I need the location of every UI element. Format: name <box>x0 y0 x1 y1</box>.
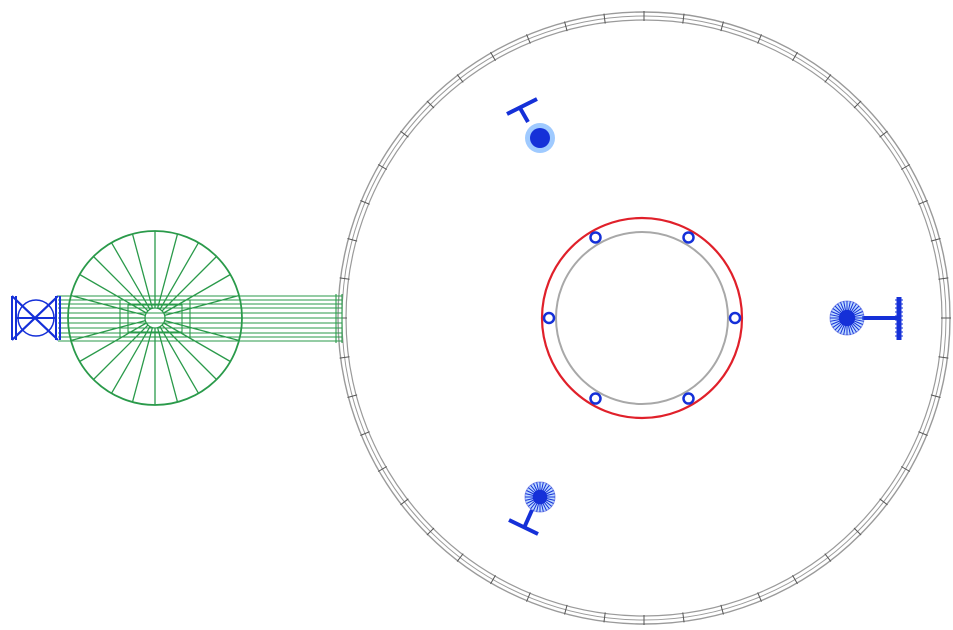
wheel-spoke <box>79 322 147 363</box>
tank-wall-ticks <box>337 11 951 625</box>
wheel-spoke <box>131 327 154 403</box>
outlet-right-icon <box>829 297 903 340</box>
wall-tick <box>918 200 928 205</box>
bolt <box>682 392 695 405</box>
wheel-spoke <box>164 319 240 342</box>
inlet-valve-icon <box>11 295 61 341</box>
wall-tick <box>930 238 941 242</box>
wall-tick <box>347 394 358 398</box>
wheel-spoke <box>110 326 151 394</box>
wall-tick <box>720 604 724 615</box>
bolt <box>728 311 742 325</box>
bolt <box>542 311 556 325</box>
wall-tick <box>900 164 911 170</box>
wall-tick <box>426 527 435 536</box>
wheel-spoke <box>163 273 231 314</box>
bridge-wheel <box>67 230 243 406</box>
wall-tick <box>918 431 928 436</box>
wheel-spoke <box>161 324 217 380</box>
wall-tick <box>938 277 949 280</box>
wheel-spoke <box>93 324 149 380</box>
wheel-spoke <box>159 242 200 310</box>
wheel-spoke <box>164 294 240 317</box>
wall-tick <box>347 238 358 242</box>
wall-tick <box>757 34 762 44</box>
wall-tick <box>757 592 762 602</box>
wall-tick <box>490 51 496 62</box>
wheel-spoke <box>159 326 200 394</box>
wall-tick <box>853 100 862 109</box>
wall-tick <box>360 200 370 205</box>
wall-tick <box>938 356 949 359</box>
bolt <box>589 392 602 405</box>
wall-tick <box>360 431 370 436</box>
wall-tick <box>603 13 606 24</box>
wall-tick <box>792 574 798 585</box>
wall-tick <box>377 164 388 170</box>
wall-tick <box>900 466 911 472</box>
wall-tick <box>526 34 531 44</box>
wall-tick <box>400 130 409 138</box>
wall-tick <box>564 604 568 615</box>
wall-tick <box>682 13 685 24</box>
wheel-spoke <box>156 233 179 309</box>
center-ring-bolts <box>542 231 742 405</box>
wall-tick <box>377 466 388 472</box>
wheel-spoke <box>163 322 231 363</box>
wall-tick <box>792 51 798 62</box>
wall-tick <box>720 21 724 32</box>
wall-tick <box>824 553 832 562</box>
wall-tick <box>400 498 409 506</box>
wall-tick <box>456 74 464 83</box>
center-ring-inner <box>555 231 729 405</box>
outlet-top-icon <box>506 97 555 153</box>
wheel-spoke <box>70 319 146 342</box>
wall-tick <box>426 100 435 109</box>
wall-tick <box>879 498 888 506</box>
wheel-spoke <box>93 256 149 312</box>
wheel-spoke <box>161 256 217 312</box>
wall-tick <box>682 612 685 623</box>
wall-tick <box>824 74 832 83</box>
wall-tick <box>930 394 941 398</box>
wheel-spoke <box>70 294 146 317</box>
wheel-spoke <box>156 327 179 403</box>
wheel-spoke <box>79 273 147 314</box>
center-ring-outer <box>540 216 744 420</box>
wheel-spoke <box>131 233 154 309</box>
outlet-bottom-icon <box>508 481 556 536</box>
wall-tick <box>853 527 862 536</box>
wheel-spoke <box>110 242 151 310</box>
wall-tick <box>490 574 496 585</box>
wall-tick <box>879 130 888 138</box>
wall-tick <box>526 592 531 602</box>
wall-tick <box>339 356 350 359</box>
bolt <box>682 231 695 244</box>
wall-tick <box>603 612 606 623</box>
wall-tick <box>456 553 464 562</box>
wall-tick <box>564 21 568 32</box>
center-well <box>540 216 744 420</box>
bolt <box>589 231 602 244</box>
wall-tick <box>339 277 350 280</box>
